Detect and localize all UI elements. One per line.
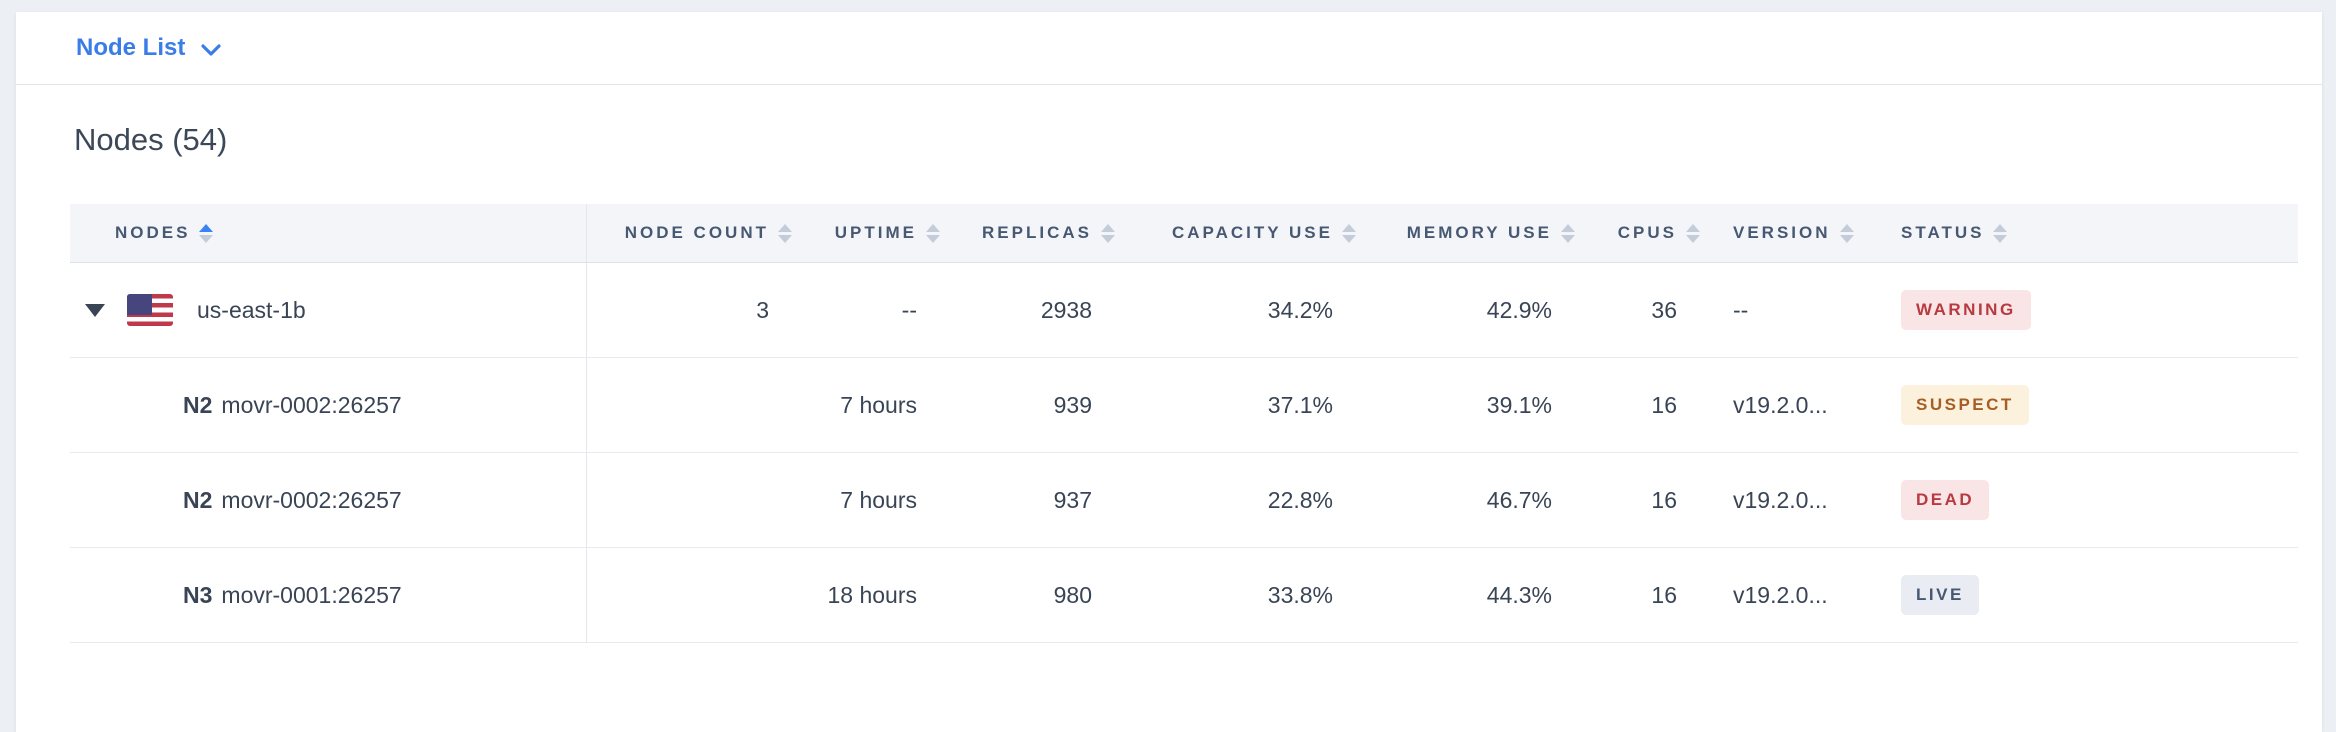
uptime-cell: 18 hours [827,581,917,608]
sort-icon [1101,223,1115,243]
capacity-use-cell: 22.8% [1267,486,1333,513]
sort-icon [1839,223,1854,243]
memory-use-cell: 39.1% [1486,391,1552,418]
view-picker-dropdown[interactable]: Node List [76,34,221,62]
column-header-nodes[interactable]: Nodes [70,204,587,262]
column-header-capacity-use[interactable]: Capacity Use [1115,204,1356,262]
collapse-caret-icon[interactable] [85,303,105,317]
status-cell: Live [1867,548,2298,642]
node-address: movr-0001:26257 [221,581,402,608]
table-header-row: Nodes Node Count Uptime Replicas Capacit… [70,204,2298,263]
status-cell: Suspect [1867,358,2298,452]
replicas-cell: 2938 [1040,296,1092,323]
node-name-cell: N2 movr-0002:26257 [70,453,587,547]
sort-icon [1342,223,1356,243]
status-cell: Warning [1867,263,2298,357]
sort-icon [199,223,214,243]
node-count-cell [587,358,792,452]
sort-icon [926,223,940,243]
table-row-node[interactable]: N2 movr-0002:26257 7 hours 939 37.1% 39.… [70,358,2298,453]
status-badge: Dead [1901,480,1990,520]
table-row-region[interactable]: us-east-1b 3 -- 2938 34.2% 42.9% 36 -- W… [70,263,2298,358]
capacity-use-cell: 37.1% [1267,391,1333,418]
uptime-cell: 7 hours [840,391,917,418]
replicas-cell: 937 [1053,486,1092,513]
memory-use-cell: 46.7% [1486,486,1552,513]
region-name-cell: us-east-1b [70,263,587,357]
node-id: N2 [183,391,213,418]
node-count-cell: 3 [756,296,769,323]
version-cell: -- [1733,296,1749,323]
chevron-down-icon [201,43,221,56]
node-count-cell [587,548,792,642]
view-picker-label: Node List [76,34,186,61]
node-address: movr-0002:26257 [221,486,402,513]
node-address: movr-0002:26257 [221,391,402,418]
sort-icon [778,223,792,243]
replicas-cell: 980 [1053,581,1092,608]
sort-icon [1686,223,1700,243]
column-header-status[interactable]: Status [1867,204,2298,262]
region-name: us-east-1b [197,296,306,323]
status-badge: Warning [1901,290,2031,330]
capacity-use-cell: 33.8% [1267,581,1333,608]
version-cell: v19.2.0... [1733,391,1828,418]
replicas-cell: 939 [1053,391,1092,418]
version-cell: v19.2.0... [1733,581,1828,608]
node-id: N3 [183,581,213,608]
sort-icon [1561,223,1575,243]
node-list-card: Node List Nodes (54) Nodes Node Count Up… [16,12,2322,732]
column-header-replicas[interactable]: Replicas [940,204,1115,262]
cpus-cell: 16 [1651,581,1677,608]
us-flag-icon [127,294,173,326]
table-row-node[interactable]: N3 movr-0001:26257 18 hours 980 33.8% 44… [70,548,2298,643]
node-id: N2 [183,486,213,513]
status-badge: Suspect [1901,385,2029,425]
cpus-cell: 36 [1651,296,1677,323]
status-badge: Live [1901,575,1979,615]
capacity-use-cell: 34.2% [1267,296,1333,323]
column-header-cpus[interactable]: CPUs [1575,204,1700,262]
memory-use-cell: 44.3% [1486,581,1552,608]
column-header-version[interactable]: Version [1700,204,1867,262]
column-header-memory-use[interactable]: Memory Use [1356,204,1575,262]
uptime-cell: -- [901,296,917,323]
memory-use-cell: 42.9% [1486,296,1552,323]
node-name-cell: N3 movr-0001:26257 [70,548,587,642]
node-name-cell: N2 movr-0002:26257 [70,358,587,452]
cpus-cell: 16 [1651,486,1677,513]
uptime-cell: 7 hours [840,486,917,513]
column-header-uptime[interactable]: Uptime [792,204,940,262]
page-title: Nodes (54) [74,122,228,157]
column-header-node-count[interactable]: Node Count [587,204,792,262]
nodes-table: Nodes Node Count Uptime Replicas Capacit… [70,204,2298,643]
node-count-cell [587,453,792,547]
status-cell: Dead [1867,453,2298,547]
version-cell: v19.2.0... [1733,486,1828,513]
sort-icon [1993,223,2008,243]
view-toolbar: Node List [16,12,2322,85]
table-row-node[interactable]: N2 movr-0002:26257 7 hours 937 22.8% 46.… [70,453,2298,548]
cpus-cell: 16 [1651,391,1677,418]
